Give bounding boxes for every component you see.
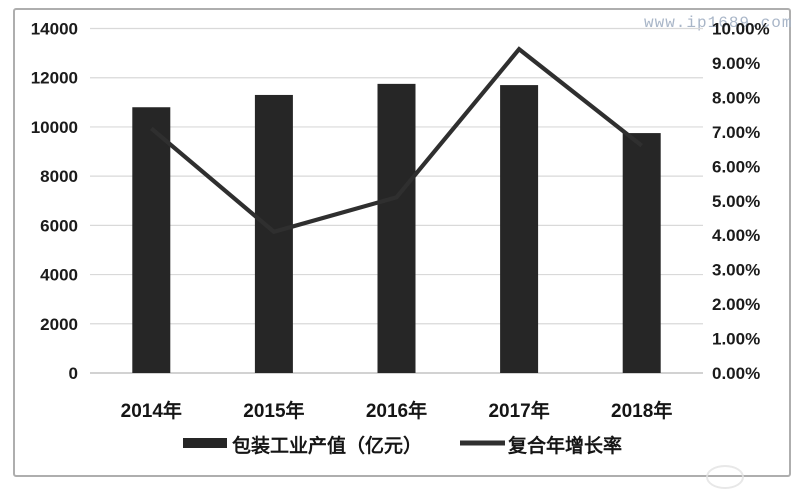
left-axis-tick-10000: 10000 <box>31 118 78 137</box>
right-axis-tick-0.00%: 0.00% <box>712 364 760 383</box>
x-axis-label-2017年: 2017年 <box>488 399 549 422</box>
right-axis-tick-3.00%: 3.00% <box>712 261 760 280</box>
right-axis-tick-2.00%: 2.00% <box>712 295 760 314</box>
bar-2016年 <box>377 83 416 373</box>
right-axis-tick-6.00%: 6.00% <box>712 157 760 176</box>
legend-label-line-series: 复合年增长率 <box>507 434 622 457</box>
right-axis-tick-1.00%: 1.00% <box>712 330 760 349</box>
bar-2015年 <box>254 94 293 374</box>
legend-label-bar-series: 包装工业产值（亿元） <box>232 434 422 457</box>
growth-rate-line <box>149 46 643 235</box>
right-axis-tick-4.00%: 4.00% <box>712 226 760 245</box>
right-axis-tick-5.00%: 5.00% <box>712 192 760 211</box>
x-axis-label-2018年: 2018年 <box>611 399 672 422</box>
bar-2018年 <box>622 133 661 373</box>
watermark-text: www.ip1689.com <box>644 14 793 32</box>
left-axis-tick-6000: 6000 <box>40 216 78 235</box>
right-axis-tick-7.00%: 7.00% <box>712 123 760 142</box>
right-axis-tick-10.00%: 10.00% <box>712 20 770 39</box>
chart-frame <box>13 8 791 477</box>
left-axis-tick-0: 0 <box>69 364 78 383</box>
x-axis-label-2016年: 2016年 <box>366 399 427 422</box>
right-axis-tick-8.00%: 8.00% <box>712 88 760 107</box>
left-axis-tick-4000: 4000 <box>40 266 78 285</box>
legend-bar-swatch <box>183 438 227 448</box>
left-axis-tick-14000: 14000 <box>31 20 78 39</box>
left-axis-tick-2000: 2000 <box>40 315 78 334</box>
left-axis-tick-8000: 8000 <box>40 167 78 186</box>
left-axis-tick-12000: 12000 <box>31 69 78 88</box>
x-axis-label-2014年: 2014年 <box>121 399 182 422</box>
bar-2014年 <box>132 107 171 373</box>
right-axis-tick-9.00%: 9.00% <box>712 54 760 73</box>
bar-2017年 <box>500 85 539 373</box>
x-axis-label-2015年: 2015年 <box>243 399 304 422</box>
